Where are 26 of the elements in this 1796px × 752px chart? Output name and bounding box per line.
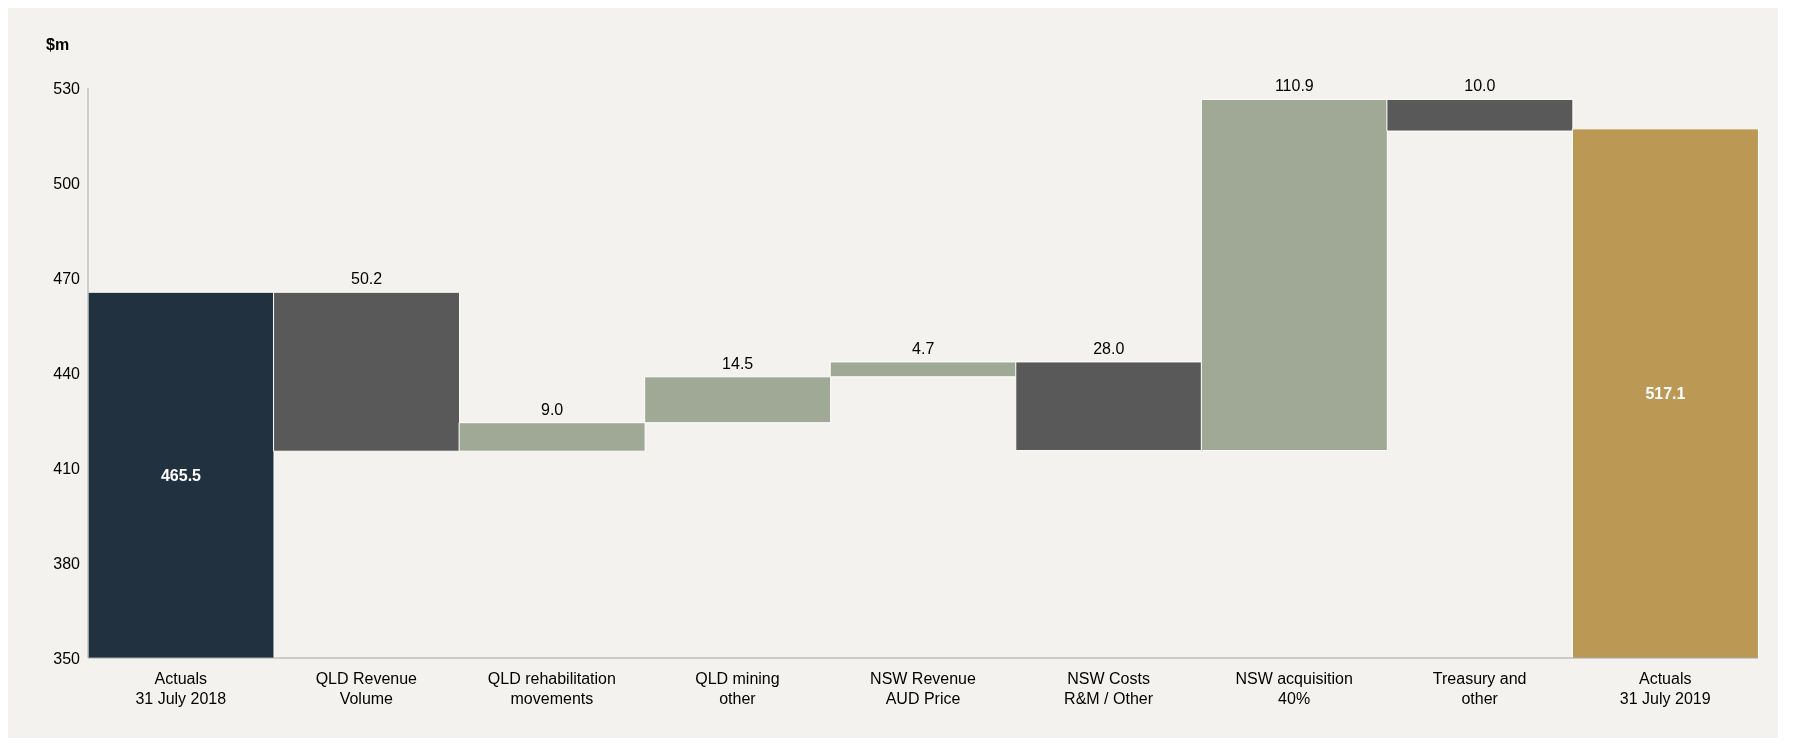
y-tick-label: 500 bbox=[53, 174, 81, 192]
data-label: 110.9 bbox=[1274, 77, 1314, 95]
data-label: 465.5 bbox=[160, 467, 202, 485]
x-tick-label: QLD Revenue Volume bbox=[315, 670, 418, 707]
data-label: 10.0 bbox=[1464, 77, 1496, 95]
data-label: 517.1 bbox=[1645, 385, 1686, 403]
data-label: 4.7 bbox=[912, 339, 935, 357]
x-tick-label: NSW acquisition 40% bbox=[1235, 670, 1353, 707]
x-tick-label: QLD mining other bbox=[695, 670, 780, 707]
y-tick-label: 530 bbox=[53, 79, 81, 97]
x-tick-label: Actuals 31 July 2019 bbox=[1619, 670, 1711, 707]
data-label: 28.0 bbox=[1093, 339, 1125, 357]
y-tick-label: 380 bbox=[53, 554, 81, 572]
x-tick-label: Treasury and other bbox=[1432, 670, 1527, 707]
x-tick-label: NSW Revenue AUD Price bbox=[870, 670, 977, 707]
y-axis-title: $m bbox=[46, 36, 70, 54]
y-tick-label: 410 bbox=[53, 459, 81, 477]
x-tick-label: Actuals 31 July 2018 bbox=[135, 670, 227, 707]
x-tick-label: QLD rehabilitation movements bbox=[487, 670, 616, 707]
data-label: 14.5 bbox=[722, 354, 754, 372]
data-label: 50.2 bbox=[350, 270, 383, 288]
y-tick-label: 470 bbox=[53, 269, 81, 287]
x-tick-label: NSW Costs R&M / Other bbox=[1064, 670, 1154, 707]
y-tick-label: 440 bbox=[53, 364, 81, 382]
y-tick-label: 350 bbox=[53, 649, 81, 667]
data-label: 9.0 bbox=[540, 400, 564, 418]
